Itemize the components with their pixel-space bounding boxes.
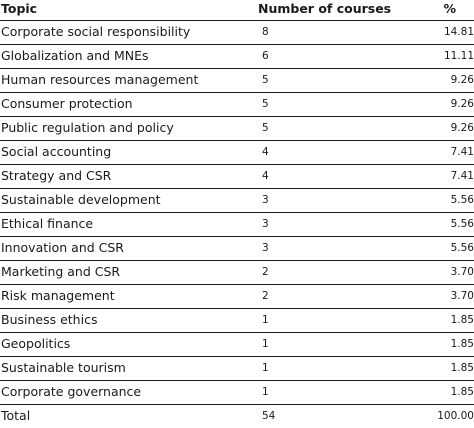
table-row: Risk management 2 3.70 bbox=[0, 285, 474, 309]
row-topic: Human resources management bbox=[1, 72, 199, 87]
total-row: Total 54 100.00 bbox=[0, 405, 474, 428]
row-percent: 1.85 bbox=[450, 362, 474, 374]
row-topic: Corporate governance bbox=[1, 384, 142, 399]
row-topic: Public regulation and policy bbox=[1, 120, 174, 135]
row-topic: Consumer protection bbox=[1, 96, 133, 111]
row-topic: Sustainable development bbox=[1, 192, 161, 207]
row-percent: 3.70 bbox=[450, 290, 474, 302]
row-courses: 1 bbox=[262, 338, 269, 350]
row-topic: Social accounting bbox=[1, 144, 112, 159]
row-courses: 4 bbox=[262, 146, 269, 158]
row-topic: Geopolitics bbox=[1, 336, 71, 351]
row-topic: Innovation and CSR bbox=[1, 240, 124, 255]
row-courses: 2 bbox=[262, 266, 269, 278]
header-topic: Topic bbox=[1, 1, 38, 16]
row-topic: Corporate social responsibility bbox=[1, 24, 191, 39]
total-label: Total bbox=[1, 408, 31, 423]
row-courses: 8 bbox=[262, 26, 269, 38]
table-row: Public regulation and policy 5 9.26 bbox=[0, 117, 474, 141]
table-row: Corporate social responsibility 8 14.81 bbox=[0, 21, 474, 45]
row-percent: 9.26 bbox=[450, 98, 474, 110]
table-row: Geopolitics 1 1.85 bbox=[0, 333, 474, 357]
row-topic: Globalization and MNEs bbox=[1, 48, 149, 63]
row-topic: Ethical finance bbox=[1, 216, 94, 231]
row-courses: 3 bbox=[262, 218, 269, 230]
row-percent: 7.41 bbox=[450, 146, 474, 158]
table-row: Consumer protection 5 9.26 bbox=[0, 93, 474, 117]
table-row: Sustainable tourism 1 1.85 bbox=[0, 357, 474, 381]
row-courses: 5 bbox=[262, 74, 269, 86]
table-row: Corporate governance 1 1.85 bbox=[0, 381, 474, 405]
row-topic: Strategy and CSR bbox=[1, 168, 112, 183]
row-percent: 9.26 bbox=[450, 74, 474, 86]
row-courses: 5 bbox=[262, 98, 269, 110]
table-row: Human resources management 5 9.26 bbox=[0, 69, 474, 93]
row-courses: 2 bbox=[262, 290, 269, 302]
table-row: Strategy and CSR 4 7.41 bbox=[0, 165, 474, 189]
row-courses: 1 bbox=[262, 362, 269, 374]
row-courses: 1 bbox=[262, 386, 269, 398]
row-percent: 3.70 bbox=[450, 266, 474, 278]
table-row: Marketing and CSR 2 3.70 bbox=[0, 261, 474, 285]
row-topic: Business ethics bbox=[1, 312, 98, 327]
row-courses: 5 bbox=[262, 122, 269, 134]
row-percent: 1.85 bbox=[450, 386, 474, 398]
table-row: Ethical finance 3 5.56 bbox=[0, 213, 474, 237]
row-percent: 5.56 bbox=[450, 242, 474, 254]
header-percent: % bbox=[443, 1, 456, 16]
row-percent: 1.85 bbox=[450, 338, 474, 350]
row-topic: Sustainable tourism bbox=[1, 360, 126, 375]
row-courses: 3 bbox=[262, 242, 269, 254]
row-courses: 6 bbox=[262, 50, 269, 62]
table-header: Topic Number of courses % bbox=[0, 0, 474, 21]
row-percent: 1.85 bbox=[450, 314, 474, 326]
row-courses: 3 bbox=[262, 194, 269, 206]
table-row: Business ethics 1 1.85 bbox=[0, 309, 474, 333]
total-courses: 54 bbox=[262, 410, 276, 422]
row-topic: Risk management bbox=[1, 288, 115, 303]
row-courses: 1 bbox=[262, 314, 269, 326]
header-number-of-courses: Number of courses bbox=[258, 1, 392, 16]
row-percent: 5.56 bbox=[450, 194, 474, 206]
row-topic: Marketing and CSR bbox=[1, 264, 121, 279]
row-percent: 7.41 bbox=[450, 170, 474, 182]
row-percent: 14.81 bbox=[443, 26, 474, 38]
row-courses: 4 bbox=[262, 170, 269, 182]
table-row: Innovation and CSR 3 5.56 bbox=[0, 237, 474, 261]
table-row: Sustainable development 3 5.56 bbox=[0, 189, 474, 213]
row-percent: 9.26 bbox=[450, 122, 474, 134]
table-row: Globalization and MNEs 6 11.11 bbox=[0, 45, 474, 69]
total-percent: 100.00 bbox=[437, 410, 474, 422]
row-percent: 11.11 bbox=[443, 50, 474, 62]
table-row: Social accounting 4 7.41 bbox=[0, 141, 474, 165]
row-percent: 5.56 bbox=[450, 218, 474, 230]
